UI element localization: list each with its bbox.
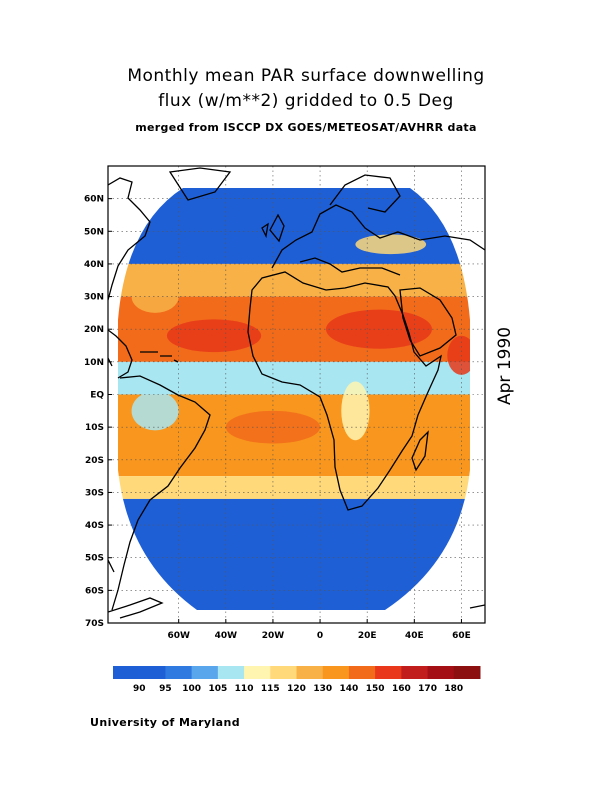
colorbar-label: 180 bbox=[444, 684, 463, 694]
colorbar-swatch bbox=[427, 666, 455, 679]
credit-label: University of Maryland bbox=[90, 716, 241, 729]
lon-tick-label: 40W bbox=[215, 631, 238, 641]
colorbar-swatch bbox=[113, 666, 140, 679]
greenland-coastline bbox=[168, 167, 232, 201]
colorbar-swatch bbox=[217, 666, 245, 679]
colorbar-label: 110 bbox=[235, 684, 254, 694]
africa-coastline bbox=[247, 271, 442, 511]
lon-tick-label: 20W bbox=[262, 631, 285, 641]
colorbar: 90 95 100 105 110 115 120 130 140 150 160 170 180 bbox=[113, 666, 481, 694]
latitude-labels: 60N 50N 40N 30N 20N 10N EQ 10S 20S 30S 40S 50S 60S 70… bbox=[84, 195, 112, 629]
lat-tick-label: 10S bbox=[85, 423, 104, 433]
lat-tick-label: 30S bbox=[85, 488, 104, 498]
lat-tick-label: 20S bbox=[85, 456, 104, 466]
europe-coastline bbox=[271, 204, 485, 276]
colorbar-swatch bbox=[270, 666, 297, 679]
colorbar-label: 130 bbox=[313, 684, 332, 694]
colorbar-label: 170 bbox=[418, 684, 437, 694]
lat-tick-label: 50S bbox=[85, 554, 104, 564]
coastlines bbox=[108, 167, 485, 619]
lat-tick-label: 60N bbox=[84, 195, 104, 205]
par-band-3 bbox=[118, 361, 470, 395]
colorbar-label: 160 bbox=[392, 684, 411, 694]
lon-tick-label: 0 bbox=[317, 631, 323, 641]
colorbar-swatch bbox=[375, 666, 402, 679]
lat-tick-label: 20N bbox=[84, 325, 104, 335]
date-label: Apr 1990 bbox=[495, 326, 515, 405]
british-isles-coastline bbox=[261, 213, 285, 243]
madagascar-coastline bbox=[411, 430, 429, 472]
colorbar-label: 115 bbox=[261, 684, 280, 694]
colorbar-label: 105 bbox=[208, 684, 227, 694]
par-patch-6 bbox=[355, 234, 427, 255]
par-band-6 bbox=[118, 498, 470, 610]
par-patch-0 bbox=[166, 319, 262, 353]
par-band-5 bbox=[118, 476, 470, 499]
lat-tick-label: 60S bbox=[85, 586, 104, 596]
lat-tick-label: 30N bbox=[84, 293, 104, 303]
lon-tick-label: 60E bbox=[452, 631, 471, 641]
lat-tick-label: 40N bbox=[84, 260, 104, 270]
colorbar-label: 100 bbox=[182, 684, 201, 694]
colorbar-swatch bbox=[191, 666, 219, 679]
map-subtitle: merged from ISCCP DX GOES/METEOSAT/AVHRR… bbox=[135, 121, 477, 134]
colorbar-label: 90 bbox=[133, 684, 146, 694]
par-patch-7 bbox=[131, 280, 179, 313]
lat-tick-label: 40S bbox=[85, 521, 104, 531]
lat-tick-label: 70S bbox=[85, 619, 104, 629]
longitude-labels: 60W 40W 20W 0 20E 40E 60E bbox=[167, 619, 471, 641]
colorbar-label: 120 bbox=[287, 684, 306, 694]
colorbar-swatch bbox=[453, 666, 481, 679]
colorbar-label: 140 bbox=[340, 684, 359, 694]
antarctica-coastline bbox=[108, 597, 485, 619]
lat-tick-label: EQ bbox=[90, 391, 104, 401]
arabia-coastline bbox=[399, 287, 457, 357]
colorbar-swatch bbox=[401, 666, 429, 679]
lon-tick-label: 40E bbox=[405, 631, 424, 641]
colorbar-swatch bbox=[165, 666, 193, 679]
par-patch-5 bbox=[131, 391, 179, 431]
scandinavia-coastline bbox=[329, 174, 401, 213]
lon-tick-label: 60W bbox=[167, 631, 190, 641]
colorbar-label: 150 bbox=[366, 684, 385, 694]
lat-tick-label: 50N bbox=[84, 227, 104, 237]
lon-tick-label: 20E bbox=[358, 631, 377, 641]
colorbar-label: 95 bbox=[159, 684, 172, 694]
colorbar-swatch bbox=[348, 666, 376, 679]
colorbar-swatch bbox=[296, 666, 324, 679]
caribbean-islands bbox=[140, 351, 179, 363]
south-america-coastline bbox=[108, 375, 211, 611]
colorbar-swatch bbox=[139, 666, 166, 679]
map-title-line-2: flux (w/m**2) gridded to 0.5 Deg bbox=[158, 91, 454, 111]
par-band-0 bbox=[118, 188, 470, 264]
lat-tick-label: 10N bbox=[84, 358, 104, 368]
map-title-line-1: Monthly mean PAR surface downwelling bbox=[127, 66, 485, 86]
colorbar-swatch bbox=[244, 666, 271, 679]
par-patch-4 bbox=[341, 381, 370, 441]
colorbar-swatch bbox=[322, 666, 350, 679]
